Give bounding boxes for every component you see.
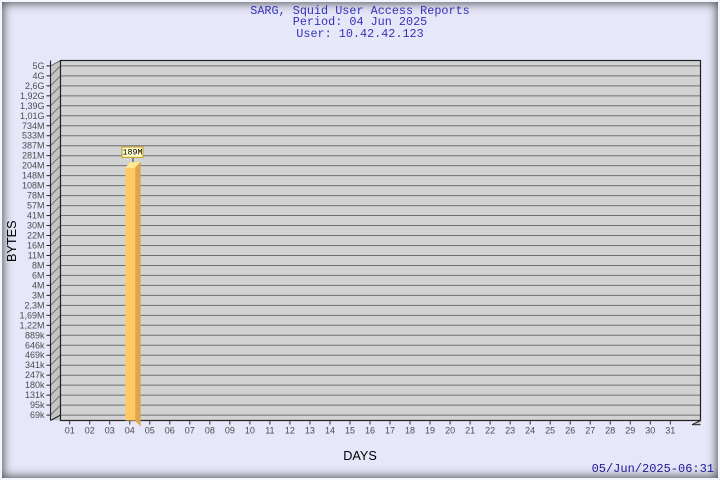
svg-text:07: 07 xyxy=(185,426,195,436)
svg-text:31: 31 xyxy=(665,426,675,436)
svg-text:13: 13 xyxy=(305,426,315,436)
svg-text:8M: 8M xyxy=(32,260,45,270)
svg-text:16: 16 xyxy=(365,426,375,436)
svg-text:2,3M: 2,3M xyxy=(24,300,44,310)
svg-text:11: 11 xyxy=(265,426,274,436)
svg-text:09: 09 xyxy=(225,426,235,436)
svg-text:24: 24 xyxy=(525,426,535,436)
svg-text:30M: 30M xyxy=(27,221,45,231)
svg-text:15: 15 xyxy=(345,426,355,436)
svg-text:06: 06 xyxy=(165,426,175,436)
svg-text:5G: 5G xyxy=(32,61,44,71)
svg-text:11M: 11M xyxy=(28,250,45,260)
svg-text:1,39G: 1,39G xyxy=(20,101,45,111)
svg-text:148M: 148M xyxy=(22,171,45,181)
svg-text:78M: 78M xyxy=(27,191,45,201)
svg-text:12: 12 xyxy=(285,426,295,436)
svg-text:19: 19 xyxy=(425,426,435,436)
svg-text:646k: 646k xyxy=(25,340,45,350)
svg-text:04: 04 xyxy=(125,426,135,436)
svg-text:41M: 41M xyxy=(27,211,45,221)
svg-text:25: 25 xyxy=(545,426,555,436)
svg-text:23: 23 xyxy=(505,426,515,436)
svg-text:18: 18 xyxy=(405,426,415,436)
svg-text:26: 26 xyxy=(565,426,575,436)
svg-text:10: 10 xyxy=(245,426,255,436)
svg-text:27: 27 xyxy=(585,426,595,436)
svg-text:20: 20 xyxy=(445,426,455,436)
svg-text:69k: 69k xyxy=(30,410,45,420)
svg-text:3M: 3M xyxy=(32,290,45,300)
svg-text:22: 22 xyxy=(485,426,495,436)
svg-text:57M: 57M xyxy=(27,201,45,211)
svg-text:30: 30 xyxy=(645,426,655,436)
svg-text:180k: 180k xyxy=(25,380,45,390)
svg-text:2,6G: 2,6G xyxy=(25,81,45,91)
svg-text:16M: 16M xyxy=(27,240,45,250)
svg-text:1,69M: 1,69M xyxy=(19,310,44,320)
svg-text:22M: 22M xyxy=(27,231,45,241)
svg-text:247k: 247k xyxy=(25,370,45,380)
svg-text:341k: 341k xyxy=(25,360,45,370)
svg-text:469k: 469k xyxy=(25,350,45,360)
svg-text:4G: 4G xyxy=(32,71,44,81)
svg-text:02: 02 xyxy=(85,426,95,436)
svg-text:08: 08 xyxy=(205,426,215,436)
svg-text:17: 17 xyxy=(385,426,395,436)
svg-text:204M: 204M xyxy=(22,161,45,171)
svg-text:05: 05 xyxy=(145,426,155,436)
svg-text:281M: 281M xyxy=(22,151,45,161)
svg-text:387M: 387M xyxy=(22,141,45,151)
svg-text:108M: 108M xyxy=(22,181,45,191)
svg-text:28: 28 xyxy=(605,426,615,436)
svg-text:533M: 533M xyxy=(22,131,45,141)
svg-text:4M: 4M xyxy=(32,280,45,290)
svg-text:734M: 734M xyxy=(22,121,45,131)
svg-text:03: 03 xyxy=(105,426,115,436)
svg-text:6M: 6M xyxy=(32,270,45,280)
svg-text:29: 29 xyxy=(625,426,635,436)
svg-text:1,22M: 1,22M xyxy=(19,320,44,330)
svg-text:1,01G: 1,01G xyxy=(20,111,45,121)
svg-text:14: 14 xyxy=(325,426,335,436)
svg-text:131k: 131k xyxy=(25,390,45,400)
svg-text:21: 21 xyxy=(465,426,475,436)
svg-text:01: 01 xyxy=(65,426,75,436)
svg-text:1,92G: 1,92G xyxy=(20,91,45,101)
svg-text:889k: 889k xyxy=(25,330,45,340)
svg-text:189M: 189M xyxy=(123,149,143,158)
svg-text:95k: 95k xyxy=(30,400,45,410)
